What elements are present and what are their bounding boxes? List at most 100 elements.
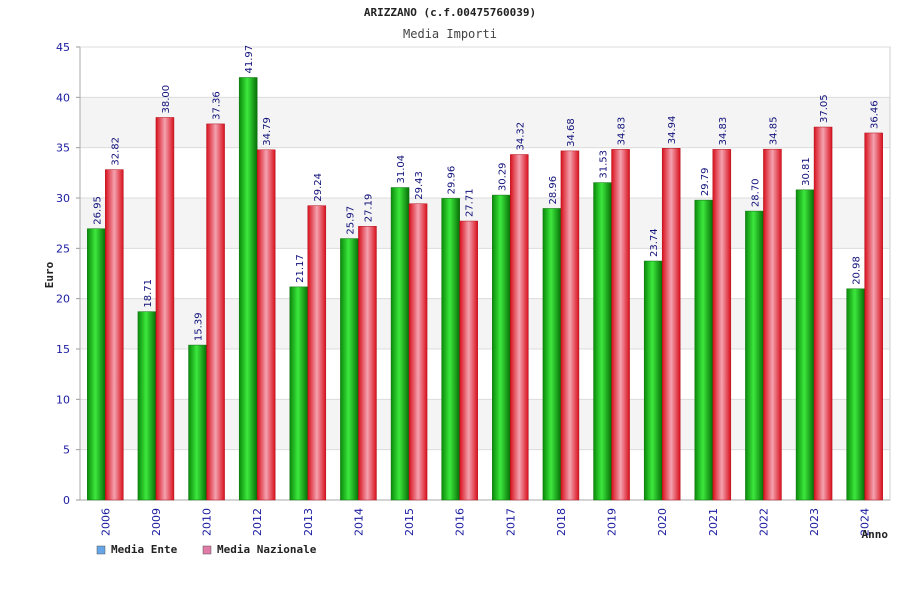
x-tick-label: 2006	[99, 508, 112, 536]
x-tick-label: 2019	[606, 508, 619, 536]
x-tick-label: 2009	[150, 508, 163, 536]
x-tick-label: 2020	[656, 508, 669, 536]
value-label: 34.83	[718, 117, 729, 146]
bar-ente-2014	[340, 238, 359, 501]
value-label: 25.97	[345, 206, 356, 235]
bar-nazionale-2006	[105, 169, 124, 501]
bar-nazionale-2014	[358, 226, 377, 501]
bar-ente-2023	[795, 189, 815, 501]
value-label: 29.96	[447, 166, 458, 195]
x-axis-ticks: 2006 2009 2010 2012 2013 2014 2015 2016 2017 2018…	[99, 508, 871, 536]
value-label: 34.79	[262, 117, 273, 146]
bar-ente-2010	[188, 344, 207, 501]
bar-nazionale-2017	[510, 154, 529, 501]
y-tick-label: 0	[63, 494, 70, 507]
y-tick-label: 45	[56, 41, 70, 54]
x-tick-label: 2015	[403, 508, 416, 536]
bar-nazionale-2018	[560, 150, 580, 501]
y-axis-label: Euro	[43, 261, 56, 288]
bar-nazionale-2015	[408, 203, 428, 501]
bar-ente-2015	[390, 187, 410, 501]
value-label: 34.68	[566, 118, 577, 147]
y-tick-label: 30	[56, 192, 70, 205]
value-label: 38.00	[161, 85, 172, 114]
y-tick-label: 35	[56, 142, 70, 155]
y-tick-label: 10	[56, 393, 70, 406]
value-label: 29.79	[700, 167, 711, 196]
value-label: 41.97	[244, 45, 255, 74]
bar-ente-2012	[238, 77, 258, 501]
y-tick-label: 15	[56, 343, 70, 356]
bar-nazionale-2019	[611, 149, 630, 501]
x-tick-label: 2018	[555, 508, 568, 536]
value-label: 32.82	[110, 137, 121, 166]
bars	[87, 77, 883, 501]
value-label: 18.71	[143, 279, 154, 308]
bar-nazionale-2021	[712, 149, 732, 501]
value-label: 15.39	[194, 312, 205, 341]
bar-nazionale-2009	[155, 117, 175, 501]
value-label: 29.24	[313, 173, 324, 202]
bar-ente-2016	[441, 198, 460, 501]
value-label: 28.70	[750, 178, 761, 207]
bar-nazionale-2023	[813, 126, 833, 501]
value-label: 20.98	[852, 256, 863, 285]
value-label: 21.17	[295, 254, 306, 283]
bar-ente-2020	[643, 260, 663, 501]
value-label: 27.19	[363, 194, 374, 223]
value-labels: 26.95 32.82 18.71 38.00 15.39 37.36 41.97 34.79…	[92, 45, 880, 341]
value-label: 26.95	[92, 196, 103, 225]
legend-swatch	[202, 545, 212, 555]
value-label: 30.81	[801, 157, 812, 186]
value-label: 31.04	[396, 155, 407, 184]
bar-ente-2013	[289, 286, 309, 501]
bar-nazionale-2022	[763, 148, 782, 501]
x-tick-label: 2010	[201, 508, 214, 536]
x-tick-label: 2024	[859, 508, 872, 536]
x-tick-label: 2021	[707, 508, 720, 536]
legend-label: Media Ente	[111, 543, 178, 556]
value-label: 34.32	[515, 122, 526, 151]
y-tick-label: 5	[63, 444, 70, 457]
chart-title: ARIZZANO (c.f.00475760039)	[364, 6, 536, 19]
bar-nazionale-2010	[206, 123, 225, 501]
value-label: 31.53	[599, 150, 610, 179]
x-tick-label: 2016	[454, 508, 467, 536]
bar-ente-2006	[87, 228, 106, 501]
bar-nazionale-2024	[864, 132, 883, 501]
value-label: 36.46	[870, 100, 881, 129]
value-label: 37.05	[819, 94, 830, 123]
legend-swatch	[96, 545, 106, 555]
value-label: 30.29	[497, 162, 508, 191]
legend: Media Ente Media Nazionale	[96, 543, 317, 556]
value-label: 27.71	[465, 188, 476, 217]
bar-nazionale-2013	[307, 205, 327, 501]
value-label: 34.83	[617, 117, 628, 146]
value-label: 23.74	[649, 228, 660, 257]
bar-ente-2017	[492, 194, 511, 501]
bar-ente-2024	[846, 288, 865, 501]
x-tick-label: 2022	[757, 508, 770, 536]
x-axis-label: Anno	[862, 528, 889, 541]
bar-ente-2022	[745, 210, 764, 501]
x-tick-label: 2023	[808, 508, 821, 536]
value-label: 34.85	[768, 117, 779, 146]
bar-ente-2019	[593, 182, 612, 501]
value-label: 37.36	[212, 91, 223, 120]
value-label: 28.96	[548, 176, 559, 205]
bar-nazionale-2020	[661, 148, 681, 501]
x-tick-label: 2017	[504, 508, 517, 536]
bar-nazionale-2012	[256, 149, 276, 501]
y-tick-label: 20	[56, 293, 70, 306]
value-label: 34.94	[667, 116, 678, 145]
y-tick-label: 25	[56, 242, 70, 255]
bar-nazionale-2016	[459, 220, 478, 501]
value-label: 29.43	[414, 171, 425, 200]
bar-ente-2009	[137, 311, 157, 501]
legend-label: Media Nazionale	[217, 543, 317, 556]
chart-subtitle: Media Importi	[403, 27, 497, 41]
bar-ente-2018	[542, 208, 562, 501]
bar-ente-2021	[694, 199, 714, 501]
y-tick-label: 40	[56, 91, 70, 104]
